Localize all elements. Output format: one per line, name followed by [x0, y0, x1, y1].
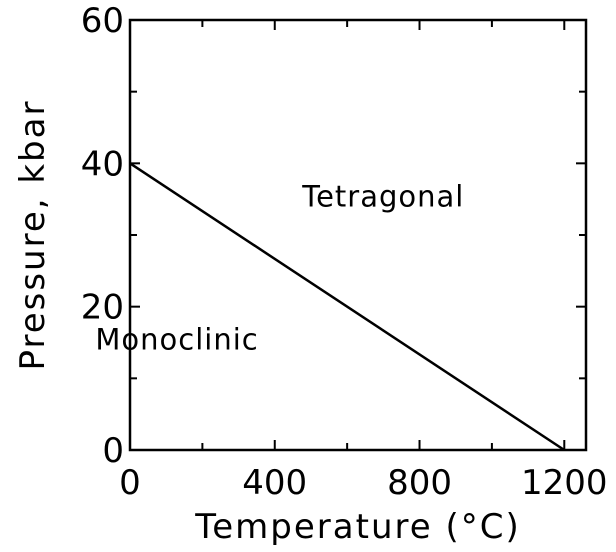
plot-frame	[128, 18, 588, 452]
region-label-monoclinic: Monoclinic	[95, 323, 258, 357]
y-tick-label: 60	[81, 1, 124, 41]
axis-ticks	[129, 19, 586, 451]
annotations-group: Tetragonal Monoclinic	[95, 179, 464, 357]
y-tick-label: 40	[81, 144, 124, 184]
y-tick-label: 20	[81, 288, 124, 328]
x-tick-label: 400	[242, 463, 307, 503]
x-tick-label: 1200	[521, 463, 608, 503]
series-group	[129, 162, 565, 452]
tick-labels: 0 400 800 1200 0 20 40 60	[81, 1, 608, 503]
x-axis-label: Temperature (°C)	[194, 507, 520, 547]
y-tick-label: 0	[102, 431, 124, 471]
phase-boundary-line	[129, 162, 565, 452]
x-tick-label: 0	[119, 463, 141, 503]
y-axis-label: Pressure, kbar	[13, 100, 53, 371]
x-tick-label: 800	[387, 463, 452, 503]
region-label-tetragonal: Tetragonal	[301, 179, 464, 213]
